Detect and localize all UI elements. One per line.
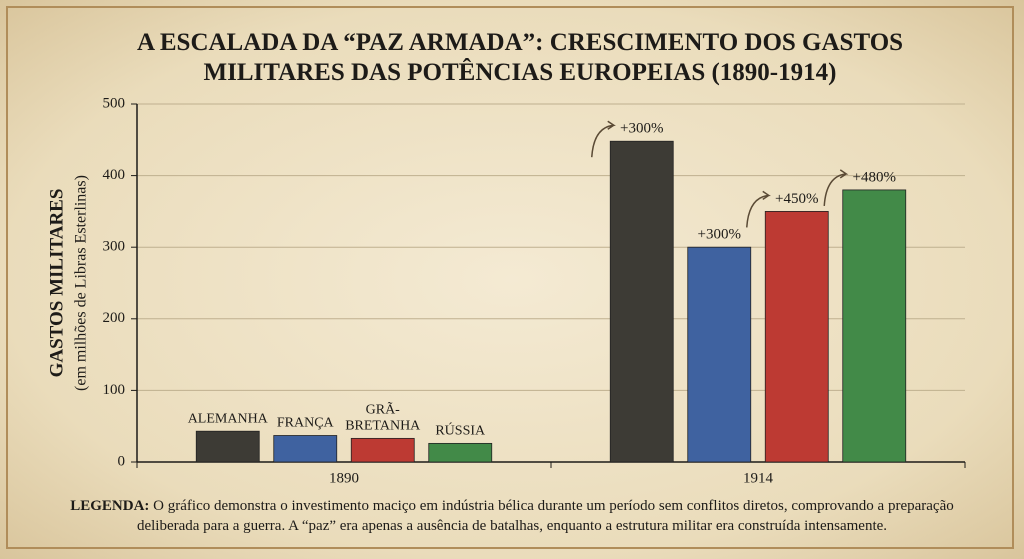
legend-label: ALEMANHA	[188, 411, 269, 426]
y-axis-label: GASTOS MILITARES	[46, 189, 67, 378]
annotation: +300%	[620, 121, 663, 137]
note-label: LEGENDA:	[70, 498, 150, 514]
bar	[350, 437, 415, 463]
annotation: +480%	[853, 169, 896, 185]
y-tick-label: 200	[103, 310, 126, 326]
bar	[195, 430, 260, 463]
x-tick-label: 1914	[743, 470, 774, 486]
chart-title: A ESCALADA DA “PAZ ARMADA”: CRESCIMENTO …	[136, 29, 904, 86]
note: LEGENDA: O gráfico demonstra o investime…	[40, 496, 984, 536]
x-tick-label: 1890	[329, 470, 359, 486]
annotation: +450%	[775, 191, 818, 207]
y-tick-label: 0	[118, 453, 126, 469]
y-tick-label: 100	[103, 382, 126, 398]
bar	[842, 189, 907, 463]
bar	[609, 140, 674, 463]
legend-label: RÚSSIA	[435, 422, 486, 439]
legend-label: GRÃ-BRETANHA	[345, 402, 421, 434]
bar	[273, 435, 338, 463]
y-tick-label: 500	[103, 95, 126, 111]
note-text: O gráfico demonstra o investimento maciç…	[136, 498, 954, 534]
annotation-arrow	[823, 169, 849, 206]
frame	[6, 6, 1014, 549]
bar	[428, 442, 493, 463]
legend-label: FRANÇA	[277, 416, 335, 431]
y-axis-sublabel: (em milhões de Libras Esterlinas)	[73, 175, 90, 391]
bar	[687, 246, 752, 463]
annotation: +300%	[698, 227, 741, 243]
y-tick-label: 400	[103, 167, 126, 183]
y-tick-label: 300	[103, 239, 126, 255]
annotation-arrow	[746, 190, 771, 228]
annotation-arrow	[591, 120, 616, 158]
bar	[764, 210, 829, 463]
